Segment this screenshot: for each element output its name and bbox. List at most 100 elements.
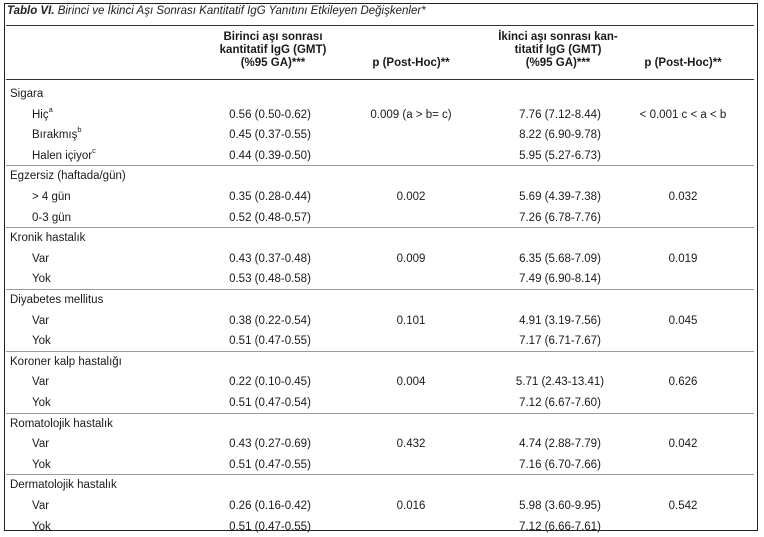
row-label-text: Diyabetes mellitus [10,294,104,306]
header-top-rule [6,25,754,26]
row-label-text: Yok [32,335,51,348]
header-first-gmt-line1: Birinci aşı sonrası [223,31,323,43]
first-gmt-cell: 0.53 (0.48-0.58) [229,273,311,286]
first-gmt-cell: 0.44 (0.39-0.50) [229,149,311,162]
group-separator [6,165,754,167]
first-p-cell: 0.009 (a > b= c) [370,108,452,121]
table-row: Bırakmışb 0.45 (0.37-0.55) 8.22 (6.90-9.78… [0,125,754,145]
row-label-text: Kronik hastalık [10,232,86,245]
row-label-text: 0-3 gün [32,211,72,224]
second-gmt-cell: 4.91 (3.19-7.56) [519,314,601,327]
group-separator [6,412,754,414]
row-label: Var [32,372,49,392]
row-label: Hiça [32,105,53,125]
header-first-gmt-line2: kantitatif IgG (GMT) [219,44,327,56]
table-row: Yok 0.53 (0.48-0.58) 7.49 (6.90-8.14) [0,269,754,289]
first-p-cell: 0.101 [396,314,426,327]
second-p-cell: 0.542 [668,500,698,512]
second-gmt-cell: 5.69 (4.39-7.38) [519,191,601,203]
group-label: Dermatolojik hastalık [10,475,117,495]
table-row: Var 0.22 (0.10-0.45) 0.004 5.71 (2.43-13.41… [0,372,754,392]
second-gmt-cell: 8.22 (6.90-9.78) [519,129,601,142]
table-title: Birinci ve İkinci Aşı Sonrası Kantitatif… [57,5,426,17]
row-label-text: Var [32,500,50,512]
row-label: Bırakmışb [32,125,82,145]
row-label: Yok [32,517,51,537]
first-gmt-cell: 0.51 (0.47-0.55) [229,458,311,471]
table-row: > 4 gün 0.35 (0.28-0.44) 0.002 5.69 (4.39-7… [0,187,754,207]
first-gmt-cell: 0.43 (0.27-0.69) [229,438,311,451]
group-separator [6,289,754,290]
first-gmt-cell: 0.56 (0.50-0.62) [229,108,311,121]
second-gmt-cell: 6.35 (5.68-7.09) [519,252,601,265]
second-gmt-cell: 7.26 (6.78-7.76) [519,211,601,224]
header-bottom-rule [6,79,754,80]
group-label: Diyabetes mellitus [10,290,103,310]
second-p-cell: 0.032 [668,191,698,203]
first-gmt-cell: 0.35 (0.28-0.44) [229,191,311,203]
header-second-gmt-line1: İkinci aşı sonrası kan- [498,31,618,43]
header-first-gmt-line3: (%95 GA)*** [240,57,306,69]
group-separator [6,474,754,476]
row-label: Var [32,434,49,454]
row-label-text: Var [32,314,50,327]
row-label-text: Dermatolojik hastalık [10,479,117,492]
table-row: Var 0.26 (0.16-0.42) 0.016 5.98 (3.60-9.95)… [0,496,754,516]
row-label-text: Sigara [10,88,44,100]
group-label: Sigara [10,84,43,104]
first-gmt-cell: 0.38 (0.22-0.54) [229,314,311,327]
second-gmt-cell: 7.12 (6.66-7.61) [519,520,601,533]
row-label-text: Bırakmış [32,129,78,142]
first-gmt-cell: 0.51 (0.47-0.55) [229,335,311,348]
table-row: Halen içiyorc 0.44 (0.39-0.50) 5.95 (5.27-… [0,146,754,166]
second-gmt-cell: 4.74 (2.88-7.79) [519,438,601,451]
row-label: Yok [32,269,51,289]
row-label-superscript: a [48,104,53,114]
table-row: Var 0.38 (0.22-0.54) 0.101 4.91 (3.19-7.56)… [0,311,754,331]
second-gmt-cell: 5.71 (2.43-13.41) [515,376,605,389]
first-p-cell: 0.016 [396,500,426,512]
table-caption: Tablo VI. Birinci ve İkinci Aşı Sonrası … [7,5,426,17]
row-label: Yok [32,455,51,475]
second-gmt-cell: 7.17 (6.71-7.67) [519,335,601,348]
second-gmt-cell: 5.98 (3.60-9.95) [519,500,601,512]
row-label-text: Yok [32,520,51,533]
row-label-text: Yok [32,273,51,286]
group-header-row: Diyabetes mellitus [0,290,754,310]
row-label-superscript: c [92,145,96,155]
second-p-cell: 0.042 [668,438,698,451]
first-gmt-cell: 0.52 (0.48-0.57) [229,211,311,224]
second-p-cell: 0.019 [668,252,698,265]
row-label-text: Yok [32,458,51,471]
group-label: Kronik hastalık [10,228,85,248]
group-label: Romatolojik hastalık [10,414,113,434]
row-label-text: Var [32,376,50,389]
header-p2: p (Post-Hoc)** [644,57,722,69]
row-label-text: Yok [32,397,51,409]
group-header-row: Romatolojik hastalık [0,414,754,434]
first-p-cell: 0.002 [396,191,426,203]
row-label-superscript: b [77,125,82,135]
table-row: Hiça 0.56 (0.50-0.62) 0.009 (a > b= c) 7.76… [0,105,754,125]
header-second-gmt: İkinci aşı sonrası kan- titatif IgG (GMT… [478,31,638,70]
table-row: Yok 0.51 (0.47-0.55) 7.12 (6.66-7.61) [0,517,754,537]
row-label-text: Halen içiyor [32,149,93,162]
second-gmt-cell: 5.95 (5.27-6.73) [519,149,601,162]
first-p-cell: 0.432 [396,438,426,451]
second-gmt-cell: 7.16 (6.70-7.66) [519,458,601,471]
first-gmt-cell: 0.51 (0.47-0.55) [229,520,311,533]
second-gmt-cell: 7.49 (6.90-8.14) [519,273,601,286]
row-label: Var [32,311,49,331]
first-p-cell: 0.009 [396,252,426,265]
second-p-cell: 0.045 [668,314,698,327]
row-label-text: Koroner kalp hastalığı [10,355,122,368]
first-gmt-cell: 0.51 (0.47-0.54) [229,397,311,409]
group-separator [6,350,754,352]
group-header-row: Kronik hastalık [0,228,754,248]
table-row: 0-3 gün 0.52 (0.48-0.57) 7.26 (6.78-7.76) [0,208,754,228]
group-header-row: Koroner kalp hastalığı [0,352,754,372]
table-number: Tablo VI. [7,5,55,17]
row-label: Var [32,496,49,516]
row-label: 0-3 gün [32,208,71,228]
table-row: Yok 0.51 (0.47-0.55) 7.17 (6.71-7.67) [0,331,754,351]
